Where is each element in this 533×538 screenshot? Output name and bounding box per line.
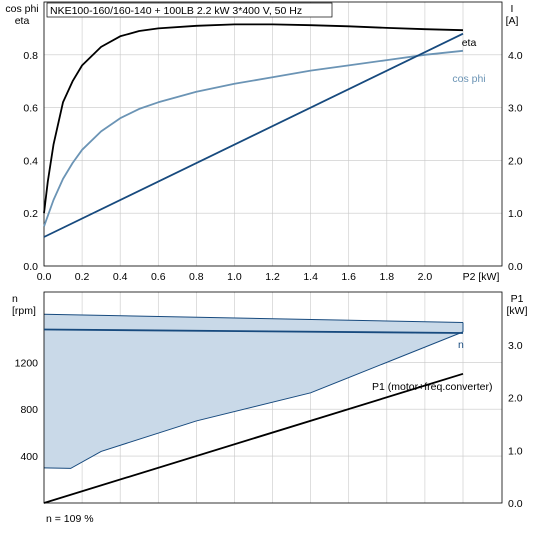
top-chart: 0.0 0.2 0.4 0.6 0.8 1.0 1.2 1.4 1.6 1.8 2.0 0.0 0.2…	[5, 1, 523, 283]
eta-series-label: eta	[462, 37, 477, 49]
bottom-right-tick-1: 1.0	[508, 445, 523, 457]
top-x-tick-0: 0.0	[37, 271, 52, 283]
top-x-tick-labels: 0.0 0.2 0.4 0.6 0.8 1.0 1.2 1.4 1.6 1.8 2.0	[37, 271, 433, 283]
cos-phi-curve	[43, 49, 464, 227]
operating-range-upper-edge	[43, 313, 464, 323]
top-x-tick-3: 0.6	[151, 271, 166, 283]
bottom-left-axis-label-line-2: [rpm]	[12, 305, 36, 317]
top-x-tick-2: 0.4	[113, 271, 128, 283]
top-right-tick-3: 3.0	[508, 103, 523, 115]
top-x-tick-6: 1.2	[265, 271, 280, 283]
operating-range-area	[44, 314, 463, 469]
bottom-plot-frame	[43, 291, 503, 504]
top-x-tick-9: 1.8	[380, 271, 395, 283]
top-right-tick-0: 0.0	[508, 261, 523, 273]
p1-series-label: P1 (motor+freq.converter)	[372, 381, 493, 393]
top-left-tick-labels: 0.0 0.2 0.4 0.6 0.8	[23, 50, 38, 273]
bottom-left-axis-label-line-1: n	[12, 293, 18, 305]
p1-curve	[43, 372, 464, 504]
footnote: n = 109 %	[46, 513, 94, 525]
n-series-label: n	[458, 339, 464, 351]
top-right-axis-label-line-1: I	[511, 3, 514, 15]
bottom-right-axis-label-line-1: P1	[511, 293, 524, 305]
bottom-left-tick-1: 800	[20, 404, 38, 416]
top-left-axis-label-line-2: eta	[15, 15, 30, 27]
bottom-operating-band	[43, 313, 464, 469]
top-left-tick-2: 0.4	[23, 155, 38, 167]
top-left-tick-1: 0.2	[23, 208, 38, 220]
top-right-tick-2: 2.0	[508, 155, 523, 167]
top-right-tick-1: 1.0	[508, 208, 523, 220]
bottom-left-tick-0: 400	[20, 451, 38, 463]
bottom-right-tick-0: 0.0	[508, 498, 523, 510]
top-plot-frame	[43, 1, 503, 267]
top-x-tick-7: 1.4	[303, 271, 318, 283]
x-axis-label: P2 [kW]	[463, 271, 500, 283]
bottom-right-tick-3: 3.0	[508, 340, 523, 352]
bottom-right-axis-label-line-2: [kW]	[507, 305, 528, 317]
top-x-tick-1: 0.2	[75, 271, 90, 283]
cos-phi-series-label: cos phi	[452, 73, 485, 85]
top-left-tick-4: 0.8	[23, 50, 38, 62]
top-x-tick-10: 2.0	[418, 271, 433, 283]
bottom-series-layer	[43, 328, 464, 504]
bottom-right-tick-2: 2.0	[508, 393, 523, 405]
operating-range-lower-edge	[43, 331, 464, 469]
top-left-axis-label-line-1: cos phi	[5, 3, 38, 15]
top-x-tick-4: 0.8	[189, 271, 204, 283]
top-left-tick-3: 0.6	[23, 103, 38, 115]
speed-curve	[43, 328, 464, 334]
top-right-tick-labels: 0.0 1.0 2.0 3.0 4.0	[508, 50, 523, 273]
bottom-left-tick-labels: 400 800 1200	[15, 357, 39, 463]
eta-curve	[43, 23, 464, 214]
bottom-right-tick-labels: 0.0 1.0 2.0 3.0	[508, 340, 523, 510]
current-curve	[43, 32, 464, 238]
top-left-tick-0: 0.0	[23, 261, 38, 273]
bottom-left-tick-2: 1200	[15, 357, 39, 369]
top-x-tick-5: 1.0	[227, 271, 242, 283]
top-right-axis-label-line-2: [A]	[506, 15, 519, 27]
top-grid	[43, 2, 502, 267]
title-box	[46, 2, 333, 18]
top-series-layer	[43, 23, 464, 238]
top-x-tick-8: 1.6	[341, 271, 356, 283]
top-right-tick-4: 4.0	[508, 50, 523, 62]
chart-title: NKE100-160/160-140 + 100LB 2.2 kW 3*400 …	[50, 5, 302, 17]
